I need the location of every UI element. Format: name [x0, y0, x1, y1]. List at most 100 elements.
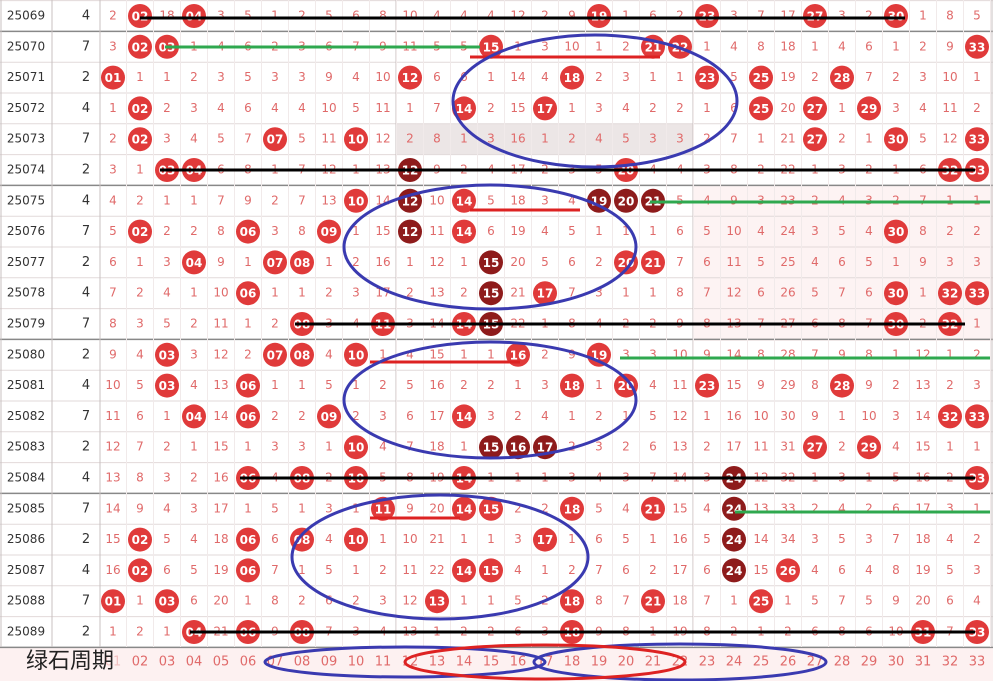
miss-count: 7: [244, 132, 252, 146]
miss-count: 10: [402, 532, 417, 546]
miss-count: 9: [946, 39, 954, 53]
miss-count: 1: [136, 594, 144, 608]
ball-number: 15: [483, 441, 500, 455]
miss-count: 10: [105, 378, 120, 392]
miss-count: 1: [460, 440, 468, 454]
miss-count: 3: [217, 70, 225, 84]
miss-count: 3: [973, 378, 981, 392]
miss-count: 4: [811, 255, 819, 269]
ball-number: 04: [186, 256, 203, 270]
digit: 7: [82, 224, 90, 239]
miss-count: 2: [892, 193, 900, 207]
miss-count: 5: [622, 132, 630, 146]
period: 25079: [7, 317, 45, 331]
miss-count: 3: [352, 286, 360, 300]
ball: [965, 466, 989, 490]
footer-number: 24: [726, 655, 743, 670]
miss-count: 2: [541, 501, 549, 515]
ball: [506, 435, 530, 460]
ball: [290, 250, 314, 275]
ball: [857, 435, 881, 460]
miss-count: 12: [510, 9, 525, 23]
ball: [722, 558, 746, 583]
period: 25072: [7, 101, 45, 115]
miss-count: 12: [429, 255, 444, 269]
miss-count: 2: [595, 409, 603, 423]
miss-count: 5: [352, 101, 360, 115]
miss-count: 2: [649, 563, 657, 577]
miss-count: 6: [487, 224, 495, 238]
ball-number: 15: [483, 287, 500, 301]
miss-count: 23: [780, 193, 795, 207]
ball-number: 06: [240, 564, 257, 578]
ball-number: 23: [699, 379, 716, 393]
miss-count: 12: [213, 347, 228, 361]
ball-number: 23: [699, 71, 716, 85]
miss-count: 5: [217, 132, 225, 146]
miss-count: 9: [757, 378, 765, 392]
digit: 7: [82, 39, 90, 54]
miss-count: 1: [622, 409, 630, 423]
ball-number: 10: [348, 441, 365, 455]
miss-count: 6: [865, 39, 873, 53]
footer-number: 23: [699, 655, 716, 670]
miss-count: 5: [676, 193, 684, 207]
miss-count: 5: [757, 255, 765, 269]
miss-count: 15: [375, 224, 390, 238]
ball: [101, 65, 125, 90]
miss-count: 5: [163, 317, 171, 331]
miss-count: 6: [946, 594, 954, 608]
miss-count: 4: [946, 532, 954, 546]
miss-count: 1: [865, 132, 873, 146]
footer-number: 19: [591, 655, 608, 670]
ball: [344, 527, 368, 552]
miss-count: 5: [649, 409, 657, 423]
miss-count: 1: [622, 9, 630, 23]
miss-count: 1: [595, 39, 603, 53]
miss-count: 3: [811, 224, 819, 238]
ball-number: 10: [348, 133, 365, 147]
ball-number: 27: [807, 441, 824, 455]
miss-count: 2: [865, 501, 873, 515]
miss-count: 21: [510, 286, 525, 300]
footer-number: 20: [618, 655, 635, 670]
miss-count: 8: [757, 347, 765, 361]
miss-count: 1: [973, 501, 981, 515]
ball: [398, 65, 422, 90]
footer-number: 06: [240, 655, 257, 670]
miss-count: 10: [942, 70, 957, 84]
miss-count: 2: [190, 224, 198, 238]
ball-number: 14: [456, 410, 473, 424]
miss-count: 4: [892, 440, 900, 454]
miss-count: 11: [726, 255, 741, 269]
ball-number: 17: [537, 533, 554, 547]
miss-count: 9: [109, 347, 117, 361]
miss-count: 4: [379, 440, 387, 454]
miss-count: 15: [213, 440, 228, 454]
miss-count: 3: [325, 501, 333, 515]
miss-count: 6: [595, 532, 603, 546]
ball-number: 16: [510, 348, 527, 362]
ball-number: 07: [267, 256, 284, 270]
miss-count: 9: [703, 347, 711, 361]
miss-count: 6: [838, 563, 846, 577]
miss-count: 14: [105, 501, 120, 515]
ball-number: 06: [240, 533, 257, 547]
miss-count: 2: [298, 9, 306, 23]
miss-count: 1: [163, 625, 171, 639]
miss-count: 8: [136, 471, 144, 485]
miss-count: 1: [514, 378, 522, 392]
miss-count: 10: [861, 409, 876, 423]
miss-count: 19: [510, 224, 525, 238]
digit: 2: [82, 163, 90, 178]
miss-count: 4: [622, 501, 630, 515]
miss-count: 4: [730, 39, 738, 53]
ball-number: 26: [780, 564, 797, 578]
ball-number: 18: [564, 71, 581, 85]
miss-count: 2: [811, 501, 819, 515]
ball-number: 30: [888, 287, 905, 301]
ball: [614, 188, 638, 213]
ball: [884, 127, 908, 152]
ball: [155, 373, 179, 398]
miss-count: 1: [460, 594, 468, 608]
